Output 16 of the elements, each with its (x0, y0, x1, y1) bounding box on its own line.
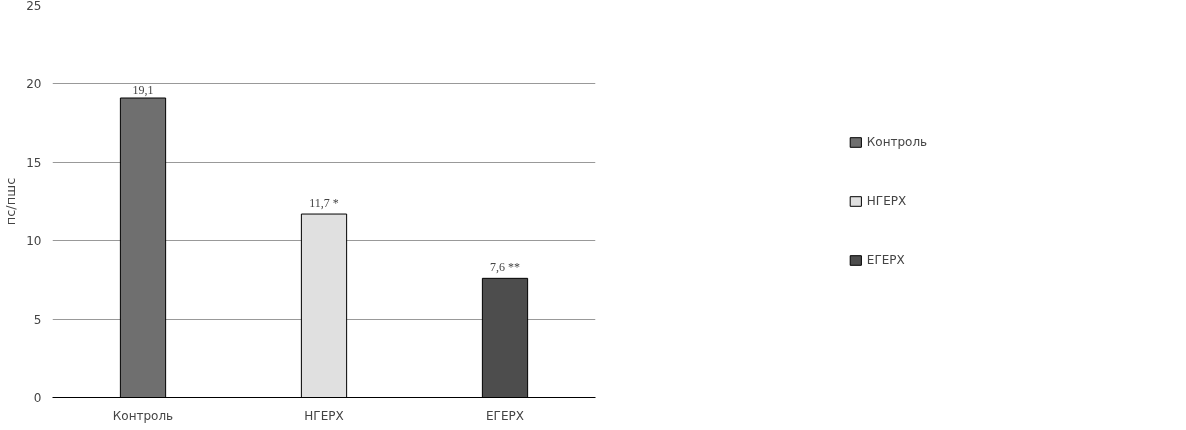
data-label: 11,7 * (309, 196, 339, 211)
y-tick-label: 20 (26, 77, 42, 92)
y-tick-label: 0 (33, 391, 42, 405)
y-tick-label: 10 (26, 234, 42, 249)
legend-label: ЕГЕРХ (866, 253, 905, 267)
y-axis-title: пс/пшс (3, 177, 19, 226)
data-label: 19,1 (132, 83, 154, 98)
y-tick-label: 5 (33, 312, 42, 327)
y-tick-label: 25 (26, 0, 42, 13)
x-tick-label: ЕГЕРХ (486, 408, 524, 423)
y-tick-label: 15 (26, 155, 42, 170)
x-tick-label: НГЕРХ (304, 408, 344, 423)
data-label: 7,6 ** (490, 260, 520, 275)
legend-label: НГЕРХ (866, 194, 907, 208)
x-tick-label: Контроль (112, 408, 174, 423)
legend-label: Контроль (866, 135, 928, 149)
